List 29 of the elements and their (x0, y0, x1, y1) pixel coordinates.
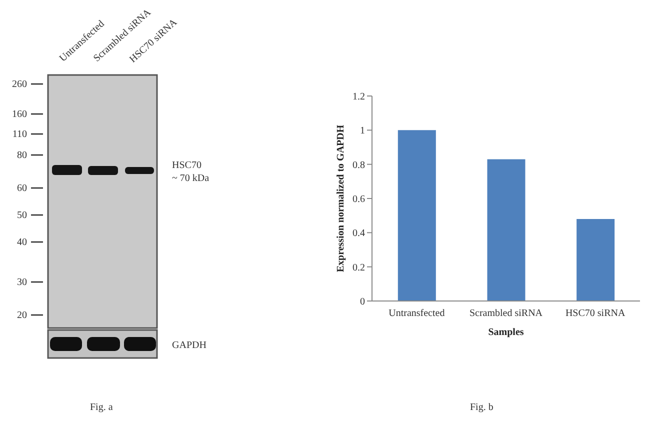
y-tick-label: 0 (360, 296, 365, 308)
bar (398, 130, 436, 301)
y-tick-label: 1.2 (352, 92, 365, 103)
x-tick-label: Untransfected (388, 308, 445, 320)
y-tick-label: 0.8 (352, 160, 365, 171)
y-tick-label: 0.6 (352, 194, 365, 206)
text: 50 (17, 210, 27, 221)
text: 260 (12, 79, 27, 90)
text: Fig. a (90, 402, 114, 413)
y-tick-label: 0.2 (352, 262, 365, 274)
y-tick-label: 1 (360, 126, 365, 137)
text: 60 (17, 183, 27, 194)
text: 40 (17, 237, 27, 248)
bar (576, 219, 615, 301)
x-tick-label: Scrambled siRNA (469, 308, 544, 320)
x-axis-title: Samples (488, 327, 524, 338)
text: Fig. b (470, 402, 494, 413)
text: 30 (17, 277, 27, 288)
y-axis-title: Expression normalized to GAPDH (336, 124, 347, 272)
text: GAPDH (172, 340, 206, 351)
text: ~ 70 kDa (172, 173, 210, 184)
text: 160 (12, 109, 27, 120)
text: 110 (12, 129, 27, 140)
text: HSC70 (172, 160, 202, 171)
y-tick-label: 0.4 (352, 228, 365, 240)
x-tick-label: HSC70 siRNA (565, 308, 626, 320)
bar (487, 159, 526, 301)
text: 80 (17, 150, 27, 161)
text: 20 (17, 310, 27, 321)
